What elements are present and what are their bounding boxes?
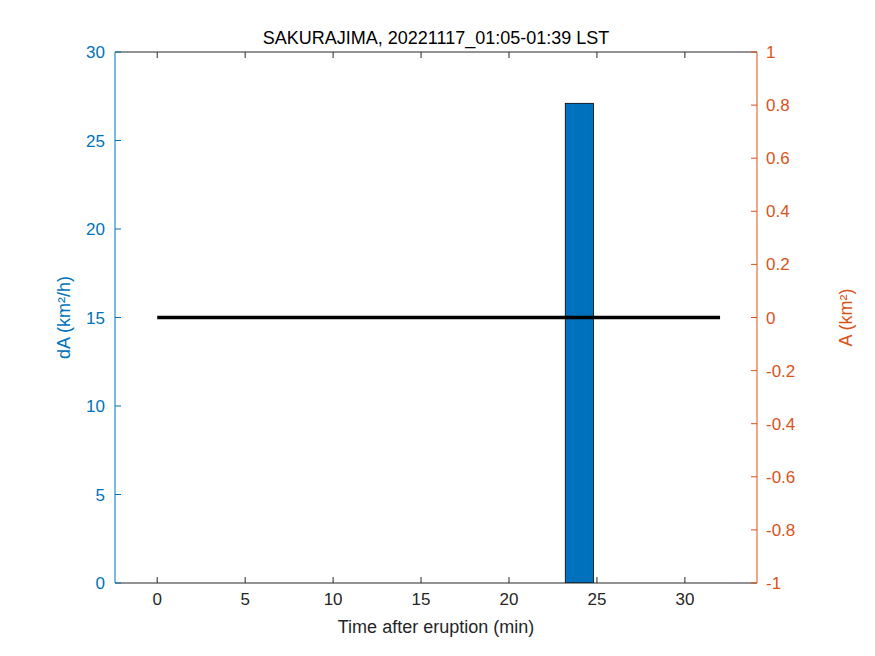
x-tick-top: [333, 52, 334, 58]
x-tick-label: 25: [587, 590, 606, 609]
x-tick-label: 15: [412, 590, 431, 609]
y2-tick: [751, 370, 757, 371]
y2-tick: [751, 423, 757, 424]
y2-tick: [751, 264, 757, 265]
y2-tick-label: 1: [766, 43, 775, 62]
x-tick-top: [596, 52, 597, 58]
y-tick: [115, 494, 121, 495]
x-tick-top: [684, 52, 685, 58]
x-tick-label: 30: [675, 590, 694, 609]
x-tick: [157, 577, 158, 583]
line: [157, 316, 720, 320]
x-label: Time after eruption (min): [338, 617, 534, 637]
x-tick: [421, 577, 422, 583]
x-tick-label: 10: [324, 590, 343, 609]
chart: 051015202530051015202530-1-0.8-0.6-0.4-0…: [0, 0, 875, 656]
x-tick-label: 5: [240, 590, 249, 609]
y2-tick-label: -0.4: [766, 415, 795, 434]
y2-tick: [751, 211, 757, 212]
x-tick-top: [157, 52, 158, 58]
top-axis: [115, 52, 757, 53]
y2-tick-label: -0.6: [766, 468, 795, 487]
y-tick-label: 0: [96, 574, 105, 593]
x-tick: [508, 577, 509, 583]
y2-tick: [751, 529, 757, 530]
y-tick-label: 20: [86, 220, 105, 239]
y2-tick-label: 0.8: [766, 96, 790, 115]
y2-tick-label: 0.6: [766, 149, 790, 168]
y2-tick-label: 0: [766, 309, 775, 328]
x-tick: [596, 577, 597, 583]
y-tick-label: 25: [86, 132, 105, 151]
y2-tick: [751, 158, 757, 159]
x-axis: [115, 583, 757, 584]
x-tick: [333, 577, 334, 583]
y2-tick: [751, 317, 757, 318]
x-tick-top: [421, 52, 422, 58]
y-tick: [115, 229, 121, 230]
title: SAKURAJIMA, 20221117_01:05-01:39 LST: [263, 28, 610, 49]
x-tick-label: 0: [152, 590, 161, 609]
y-tick: [115, 406, 121, 407]
y2-tick-label: 0.2: [766, 255, 790, 274]
plot-area: [157, 103, 720, 583]
y-tick: [115, 52, 121, 53]
y-tick-label: 15: [86, 309, 105, 328]
y-label: dA (km²/h): [54, 276, 74, 359]
y-tick-label: 5: [96, 486, 105, 505]
y2-tick: [751, 52, 757, 53]
x-tick-top: [245, 52, 246, 58]
y-tick-label: 30: [86, 43, 105, 62]
y2-tick: [751, 105, 757, 106]
x-tick-top: [508, 52, 509, 58]
x-tick: [684, 577, 685, 583]
y2-label: A (km²): [836, 289, 856, 347]
y2-tick-label: -1: [766, 574, 781, 593]
y-tick: [115, 317, 121, 318]
y2-tick-label: -0.8: [766, 521, 795, 540]
y2-tick-label: 0.4: [766, 202, 790, 221]
y-tick-label: 10: [86, 397, 105, 416]
y2-tick: [751, 476, 757, 477]
y-tick: [115, 583, 121, 584]
y2-tick-label: -0.2: [766, 362, 795, 381]
x-tick: [245, 577, 246, 583]
y2-tick: [751, 583, 757, 584]
x-tick-label: 20: [500, 590, 519, 609]
bar: [565, 103, 593, 583]
y-tick: [115, 140, 121, 141]
